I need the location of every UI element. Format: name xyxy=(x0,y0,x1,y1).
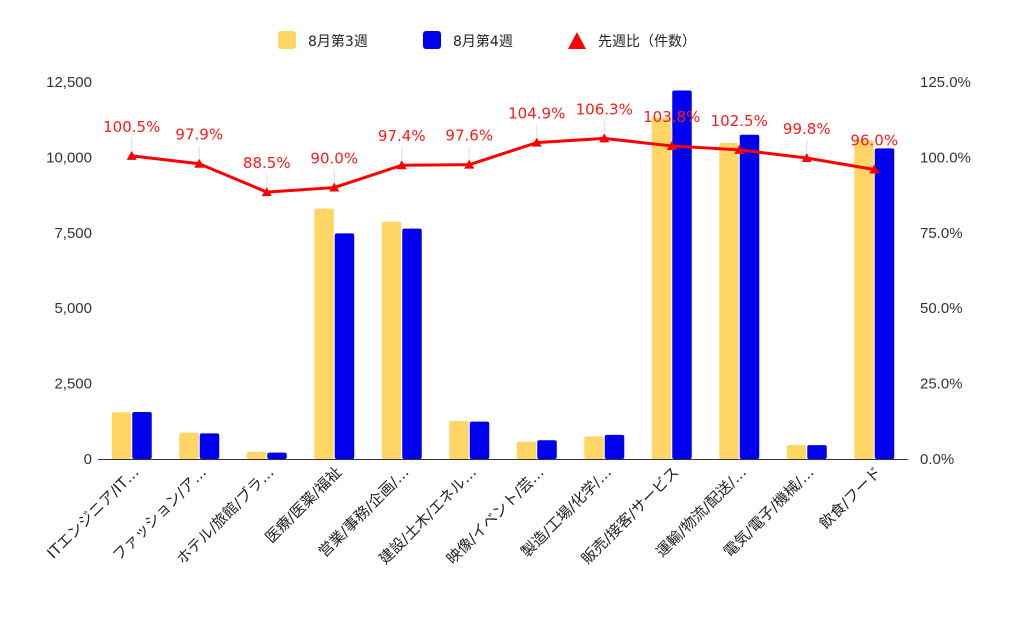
y-right-tick-label: 25.0% xyxy=(920,376,963,393)
y-right-tick-label: 50.0% xyxy=(920,300,963,317)
bar-week4 xyxy=(267,452,287,459)
bar-week4 xyxy=(402,228,422,459)
y-left-tick-label: 10,000 xyxy=(46,149,92,166)
bar-week3 xyxy=(651,117,672,459)
y-left-tick-label: 12,500 xyxy=(46,74,92,91)
bar-week3 xyxy=(584,436,604,459)
ratio-data-label: 102.5% xyxy=(711,112,768,130)
bar-week4 xyxy=(132,411,152,459)
bar-week4 xyxy=(199,433,220,459)
ratio-data-label: 106.3% xyxy=(576,100,633,118)
y-right-tick-label: 125.0% xyxy=(920,74,971,91)
ratio-point-marker xyxy=(666,140,677,150)
ratio-point-marker xyxy=(261,187,272,197)
ratio-point-marker xyxy=(599,133,610,143)
ratio-point-marker xyxy=(396,160,407,170)
ratio-data-label: 97.4% xyxy=(378,127,426,145)
legend-label: 先週比（件数） xyxy=(598,34,696,50)
legend-triangle-icon xyxy=(568,32,586,49)
ratio-point-marker xyxy=(126,150,137,160)
legend-swatch-week4 xyxy=(423,31,441,49)
y-right-tick-label: 100.0% xyxy=(920,149,971,166)
ratio-data-label: 99.8% xyxy=(783,120,831,138)
y-left-tick-label: 5,000 xyxy=(54,300,92,317)
y-left-tick-label: 0 xyxy=(84,451,92,468)
x-category-label: 飲食/フード xyxy=(816,463,885,532)
ratio-data-label: 96.0% xyxy=(850,131,898,149)
ratio-data-label: 103.8% xyxy=(643,108,700,126)
ratio-data-label: 90.0% xyxy=(310,150,358,168)
ratio-point-marker xyxy=(531,137,542,147)
legend-label: 8月第4週 xyxy=(453,33,513,50)
bar-week3 xyxy=(854,140,874,459)
ratio-point-marker xyxy=(801,153,812,163)
y-left-tick-label: 7,500 xyxy=(54,225,92,242)
ratio-point-marker xyxy=(464,159,475,169)
bar-week4 xyxy=(807,445,827,459)
ratio-point-marker xyxy=(329,182,340,192)
y-right-tick-label: 0.0% xyxy=(920,451,954,468)
bar-week4 xyxy=(874,148,895,460)
bar-week3 xyxy=(111,412,132,459)
y-right-tick-label: 75.0% xyxy=(920,225,963,242)
bar-week4 xyxy=(739,134,760,459)
bar-week3 xyxy=(449,420,469,459)
bar-week3 xyxy=(314,208,334,459)
ratio-point-marker xyxy=(734,144,745,154)
bar-week3 xyxy=(246,451,267,459)
ratio-data-label: 100.5% xyxy=(103,118,160,136)
bar-week4 xyxy=(469,421,490,459)
ratio-data-label: 88.5% xyxy=(243,154,291,172)
ratio-data-label: 97.9% xyxy=(175,126,223,144)
ratio-point-marker xyxy=(869,164,880,174)
bar-week4 xyxy=(334,233,355,459)
y-left-tick-label: 2,500 xyxy=(54,376,92,393)
ratio-point-marker xyxy=(194,158,205,168)
bar-week4 xyxy=(537,440,557,459)
ratio-line xyxy=(131,136,875,194)
bar-week3 xyxy=(179,432,199,459)
ratio-data-label: 97.6% xyxy=(445,127,493,145)
bar-week3 xyxy=(719,142,739,459)
bar-week4 xyxy=(672,90,692,460)
legend-label: 8月第3週 xyxy=(308,33,368,50)
bar-week3 xyxy=(381,221,402,459)
ratio-data-label: 104.9% xyxy=(508,105,565,123)
bar-week4 xyxy=(604,434,625,459)
legend-swatch-week3 xyxy=(278,31,296,49)
bar-week3 xyxy=(786,445,807,459)
bar-week3 xyxy=(516,441,537,459)
